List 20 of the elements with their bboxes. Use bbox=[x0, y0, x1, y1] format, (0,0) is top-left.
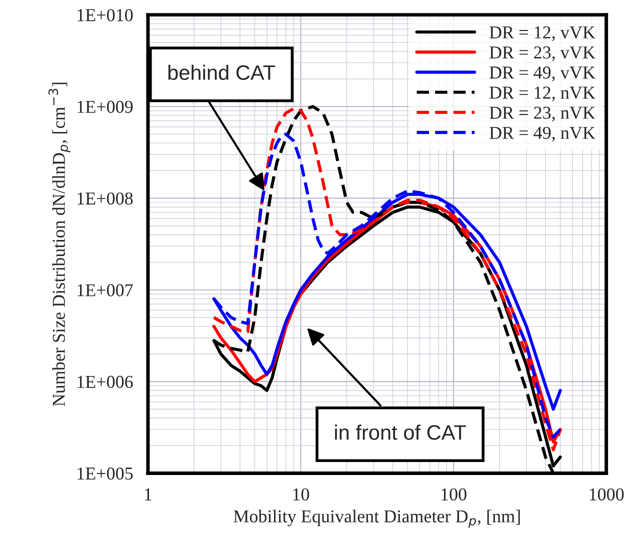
annotation: behind CAT bbox=[168, 64, 276, 80]
y-tick-label: 1E+005 bbox=[78, 467, 133, 480]
legend-label: DR = 12, nVK bbox=[490, 86, 596, 102]
x-tick-label: 1 bbox=[145, 488, 152, 500]
y-tick-label: 1E+006 bbox=[78, 376, 133, 388]
y-tick-label: 1E+007 bbox=[78, 284, 133, 296]
y-tick-label: 1E+009 bbox=[78, 100, 133, 113]
x-axis-title: Mobility Equivalent Diameter D$_{p}$, [nm] bbox=[234, 510, 520, 528]
legend-label: DR = 23, vVK bbox=[490, 46, 596, 62]
legend-label: DR = 49, nVK bbox=[490, 126, 596, 142]
y-tick-label: 1E+010 bbox=[78, 9, 133, 22]
y-tick-label: 1E+008 bbox=[78, 192, 133, 205]
legend-label: DR = 23, nVK bbox=[490, 106, 596, 122]
legend-label: DR = 12, vVK bbox=[490, 26, 596, 42]
x-tick-label: 10 bbox=[293, 488, 310, 501]
x-tick-label: 1000 bbox=[590, 488, 624, 501]
legend-label: DR = 49, vVK bbox=[490, 66, 596, 82]
x-tick-label: 100 bbox=[442, 488, 466, 501]
y-axis-title: Number Size Distribution dN/dlnD$_{p}$, [cm$^{−3}$] bbox=[48, 82, 70, 406]
annotation: in front of CAT bbox=[335, 424, 466, 440]
